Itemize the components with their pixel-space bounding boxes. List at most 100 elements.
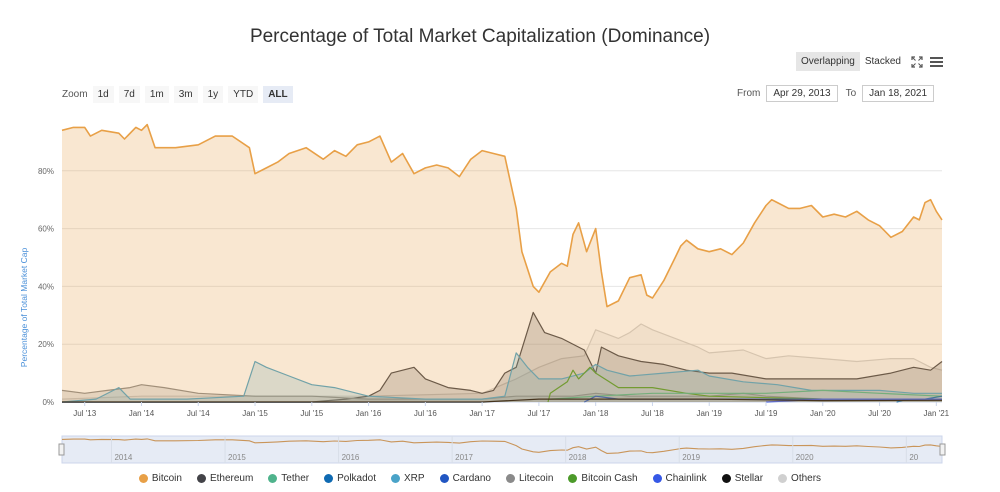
zoom-all-button[interactable]: ALL bbox=[263, 86, 293, 103]
legend-item-bitcoin[interactable]: Bitcoin bbox=[138, 473, 182, 484]
overlapping-button[interactable]: Overlapping bbox=[795, 52, 860, 71]
navigator-year-label: 2016 bbox=[342, 453, 360, 462]
legend-item-others[interactable]: Others bbox=[778, 473, 821, 484]
series-line-xrp bbox=[61, 352, 942, 403]
chart-legend: Bitcoin Ethereum Tether Polkadot XRP Cardano L… bbox=[0, 473, 960, 484]
x-tick-label: Jan '14 bbox=[129, 409, 155, 418]
x-tick-label: Jan '16 bbox=[356, 409, 382, 418]
legend-marker bbox=[268, 474, 278, 483]
legend-marker bbox=[778, 474, 788, 483]
legend-item-cardano[interactable]: Cardano bbox=[439, 473, 491, 484]
x-tick-label: Jul '17 bbox=[527, 409, 550, 418]
series-area-others bbox=[62, 324, 942, 402]
x-tick-label: Jul '15 bbox=[300, 409, 323, 418]
legend-item-chainlink[interactable]: Chainlink bbox=[652, 473, 707, 484]
legend-item-stellar[interactable]: Stellar bbox=[721, 473, 764, 484]
series-line-tether bbox=[550, 389, 943, 400]
legend-item-ethereum[interactable]: Ethereum bbox=[196, 473, 254, 484]
y-axis-title: Percentage of Total Market Cap bbox=[19, 248, 29, 368]
zoom-selector: Zoom 1d 7d 1m 3m 1y YTD ALL bbox=[62, 86, 298, 103]
chart-toolbar: Overlapping Stacked bbox=[795, 52, 944, 71]
stacked-button[interactable]: Stacked bbox=[859, 52, 906, 71]
from-date-input[interactable]: Apr 29, 2013 bbox=[766, 85, 838, 102]
from-label: From bbox=[737, 88, 761, 99]
x-tick-label: Jan '15 bbox=[242, 409, 268, 418]
x-tick-label: Jul '14 bbox=[187, 409, 210, 418]
x-tick-label: Jan '21 bbox=[924, 409, 950, 418]
y-tick-label: 0% bbox=[42, 398, 54, 407]
navigator-mask bbox=[61, 435, 943, 464]
legend-item-xrp[interactable]: XRP bbox=[391, 473, 425, 484]
y-tick-label: 40% bbox=[38, 282, 54, 291]
navigator-bitcoin-line bbox=[61, 438, 943, 454]
series-line-bitcoin-cash bbox=[547, 366, 942, 403]
series-line-bitcoin bbox=[61, 123, 943, 308]
legend-marker bbox=[721, 474, 731, 483]
x-tick-label: Jul '13 bbox=[73, 409, 96, 418]
legend-marker bbox=[652, 474, 662, 483]
navigator-year-label: 2019 bbox=[682, 453, 700, 462]
series-line-others bbox=[61, 323, 943, 400]
chart-title: Percentage of Total Market Capitalizatio… bbox=[249, 26, 711, 47]
series-area-xrp bbox=[62, 352, 942, 402]
legend-marker bbox=[568, 474, 578, 483]
legend-label: Ethereum bbox=[209, 473, 254, 484]
legend-label: Cardano bbox=[452, 473, 491, 484]
navigator-year-label: 2020 bbox=[796, 453, 814, 462]
zoom-1m-button[interactable]: 1m bbox=[144, 86, 169, 103]
y-tick-label: 60% bbox=[38, 225, 54, 234]
legend-marker bbox=[391, 474, 401, 483]
zoom-7d-button[interactable]: 7d bbox=[118, 86, 140, 103]
series-area-bitcoin bbox=[62, 124, 942, 402]
series-group bbox=[61, 123, 943, 403]
y-tick-label: 20% bbox=[38, 340, 54, 349]
legend-label: Bitcoin bbox=[151, 473, 182, 484]
navigator-year-label: 2015 bbox=[228, 453, 246, 462]
fullscreen-icon[interactable] bbox=[909, 54, 925, 70]
legend-item-tether[interactable]: Tether bbox=[268, 473, 309, 484]
x-tick-label: Jul '20 bbox=[868, 409, 891, 418]
to-label: To bbox=[845, 88, 857, 99]
zoom-label: Zoom bbox=[62, 89, 88, 100]
legend-label: Tether bbox=[281, 473, 310, 484]
x-tick-label: Jan '19 bbox=[696, 409, 722, 418]
series-line-ethereum bbox=[62, 311, 943, 403]
legend-marker bbox=[324, 474, 334, 483]
to-date-input[interactable]: Jan 18, 2021 bbox=[862, 85, 934, 102]
x-tick-label: Jan '18 bbox=[583, 409, 609, 418]
navigator-year-label: 2017 bbox=[455, 453, 473, 462]
series-area-ethereum bbox=[62, 312, 942, 402]
legend-item-litecoin[interactable]: Litecoin bbox=[505, 473, 553, 484]
x-tick-label: Jan '20 bbox=[810, 409, 836, 418]
legend-item-polkadot[interactable]: Polkadot bbox=[324, 473, 376, 484]
legend-label: Bitcoin Cash bbox=[581, 473, 638, 484]
navigator-handle-right bbox=[939, 443, 946, 456]
legend-label: Polkadot bbox=[337, 473, 377, 484]
x-tick-label: Jul '19 bbox=[755, 409, 778, 418]
legend-label: XRP bbox=[404, 473, 425, 484]
legend-label: Others bbox=[791, 473, 822, 484]
x-tick-label: Jul '18 bbox=[641, 409, 664, 418]
series-area-litecoin bbox=[62, 384, 942, 402]
zoom-1d-button[interactable]: 1d bbox=[92, 86, 114, 103]
date-range: From Apr 29, 2013 To Jan 18, 2021 bbox=[737, 85, 942, 102]
legend-marker bbox=[439, 474, 449, 483]
x-tick-label: Jul '16 bbox=[414, 409, 437, 418]
legend-label: Chainlink bbox=[665, 473, 707, 484]
x-tick-label: Jan '17 bbox=[469, 409, 495, 418]
navigator-year-label: 20 bbox=[909, 453, 918, 462]
y-tick-label: 80% bbox=[38, 167, 54, 176]
navigator-handle-left bbox=[58, 443, 65, 456]
zoom-3m-button[interactable]: 3m bbox=[173, 86, 198, 103]
zoom-ytd-button[interactable]: YTD bbox=[228, 86, 259, 103]
navigator-year-label: 2018 bbox=[569, 453, 587, 462]
hamburger-menu-icon[interactable] bbox=[928, 54, 944, 70]
legend-item-bitcoin-cash[interactable]: Bitcoin Cash bbox=[568, 473, 638, 484]
legend-label: Stellar bbox=[734, 473, 764, 484]
legend-marker bbox=[196, 474, 206, 483]
zoom-1y-button[interactable]: 1y bbox=[202, 86, 224, 103]
navigator-year-label: 2014 bbox=[114, 453, 132, 462]
legend-marker bbox=[505, 474, 515, 483]
legend-marker bbox=[138, 474, 148, 483]
